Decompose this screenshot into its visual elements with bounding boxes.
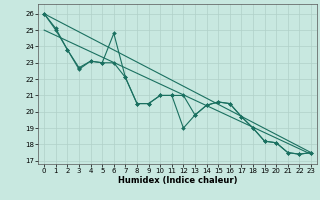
X-axis label: Humidex (Indice chaleur): Humidex (Indice chaleur)	[118, 176, 237, 185]
